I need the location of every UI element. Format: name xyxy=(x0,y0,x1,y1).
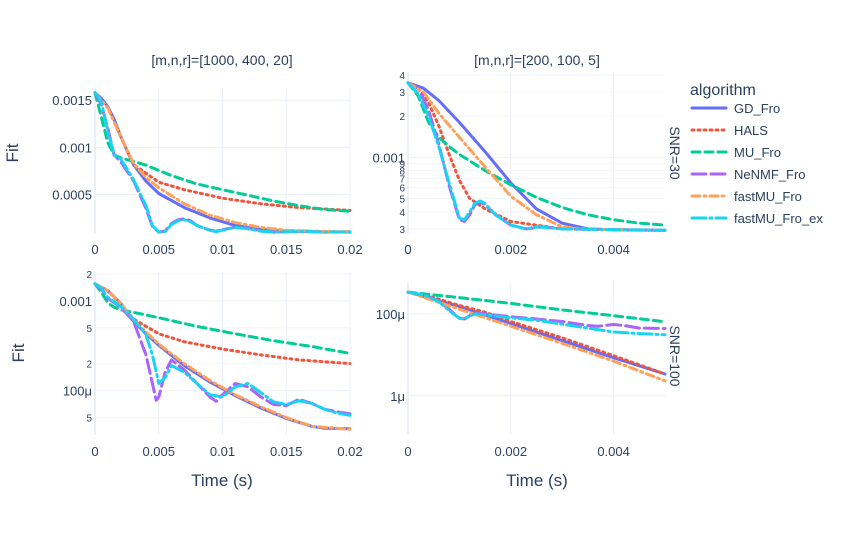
panel-3-minor-tick-label: 2 xyxy=(86,360,92,371)
panel-1-x-tick-label: 0.015 xyxy=(270,242,303,257)
row-title-snr30: SNR=30 xyxy=(667,126,683,180)
column-title-2: [m,n,r]=[200, 100, 5] xyxy=(474,52,600,68)
x-axis-title-right: Time (s) xyxy=(506,471,568,490)
legend-label: HALS xyxy=(734,123,768,138)
column-title-1: [m,n,r]=[1000, 400, 20] xyxy=(151,52,292,68)
legend-label: MU_Fro xyxy=(734,145,781,160)
legend-label: fastMU_Fro_ex xyxy=(734,211,823,226)
panel-2-minor-tick-label: 3 xyxy=(399,225,405,236)
panel-4-x-tick-label: 0.004 xyxy=(597,444,630,459)
panel-4-x-tick-label: 0 xyxy=(404,444,411,459)
panel-2-minor-tick-label: 6 xyxy=(399,184,405,195)
panel-1-y-tick-label: 0.0005 xyxy=(52,187,92,202)
series-lines xyxy=(93,81,667,431)
panel-4-y-tick-label: 1μ xyxy=(390,389,405,404)
panel-3-x-tick-label: 0 xyxy=(91,444,98,459)
panel-2-minor-tick-label: 4 xyxy=(399,208,405,219)
panel-2-x-tick-label: 0 xyxy=(404,242,411,257)
panel-1-x-tick-label: 0.01 xyxy=(210,242,235,257)
panel-2-plot-area xyxy=(408,72,665,233)
panel-1-x-tick-label: 0 xyxy=(91,242,98,257)
panel-3-x-tick-label: 0.005 xyxy=(142,444,175,459)
legend-title: algorithm xyxy=(690,82,756,99)
panel-3-y-tick-label: 0.001 xyxy=(59,294,92,309)
panel-2-y-tick-label: 0.001 xyxy=(372,150,405,165)
panel-4-y-tick-label: 100μ xyxy=(376,307,405,322)
panel-3-series-mu-fro xyxy=(93,282,352,355)
legend-item-mu-fro[interactable]: MU_Fro xyxy=(690,145,781,160)
panel-2-minor-tick-label: 7 xyxy=(399,175,405,186)
panel-1-x-tick-label: 0.02 xyxy=(337,242,362,257)
panel-1-series-fastmu-fro-ex xyxy=(93,91,352,234)
y-axis-title-bottom: Fit xyxy=(9,343,28,362)
panel-2-minor-tick-label: 4 xyxy=(399,71,405,82)
panel-3-series-fastmu-fro xyxy=(93,282,352,431)
panel-4-x-tick-label: 0.002 xyxy=(495,444,528,459)
panel-2-x-tick-label: 0.004 xyxy=(597,242,630,257)
x-axis-title-left: Time (s) xyxy=(191,471,253,490)
panel-4-series-mu-fro xyxy=(406,290,667,324)
legend-item-fastmu-fro[interactable]: fastMU_Fro xyxy=(690,189,802,204)
panel-4-series-fastmu-fro-ex xyxy=(406,290,667,337)
panel-2-minor-tick-label: 3 xyxy=(399,88,405,99)
y-axis-title-top: Fit xyxy=(3,143,22,162)
panel-3-y-tick-label: 100μ xyxy=(63,384,92,399)
panel-1-y-tick-label: 0.0015 xyxy=(52,93,92,108)
panel-3-series-fastmu-fro-ex xyxy=(93,282,352,417)
panel-2-series-hals xyxy=(406,81,667,232)
panel-2-minor-tick-label: 5 xyxy=(399,195,405,206)
panel-1-y-tick-label: 0.001 xyxy=(59,140,92,155)
panel-1-series-mu-fro xyxy=(93,91,352,213)
panel-3-minor-tick-label: 5 xyxy=(86,414,92,425)
legend-item-fastmu-fro-ex[interactable]: fastMU_Fro_ex xyxy=(690,211,823,226)
panel-3-minor-tick-label: 2 xyxy=(86,270,92,281)
panel-1-x-tick-label: 0.005 xyxy=(142,242,175,257)
legend-label: fastMU_Fro xyxy=(734,189,802,204)
panel-2-minor-tick-label: 2 xyxy=(399,112,405,123)
gridlines xyxy=(94,72,665,435)
legend-label: GD_Fro xyxy=(734,101,780,116)
panel-2-minor-tick-label: 8 xyxy=(399,167,405,178)
legend-item-gd-fro[interactable]: GD_Fro xyxy=(690,101,780,116)
legend-label: NeNMF_Fro xyxy=(734,167,806,182)
panel-2-minor-tick-label: 9 xyxy=(399,160,405,171)
panel-3-x-tick-label: 0.01 xyxy=(210,444,235,459)
panel-3-x-tick-label: 0.02 xyxy=(337,444,362,459)
legend-item-nenmf-fro[interactable]: NeNMF_Fro xyxy=(690,167,806,182)
legend-item-hals[interactable]: HALS xyxy=(690,123,768,138)
panel-2-x-tick-label: 0.002 xyxy=(495,242,528,257)
legend: algorithm GD_Fro HALS MU_Fro NeNMF_Fro fastM… xyxy=(690,82,823,226)
panel-1-series-fastmu-fro xyxy=(93,91,352,234)
panel-3-minor-tick-label: 5 xyxy=(86,324,92,335)
panel-4-series-fastmu-fro xyxy=(406,290,667,383)
row-title-snr100: SNR=100 xyxy=(667,325,683,386)
panel-2-series-fastmu-fro-ex xyxy=(406,81,667,232)
panel-3-x-tick-label: 0.015 xyxy=(270,444,303,459)
